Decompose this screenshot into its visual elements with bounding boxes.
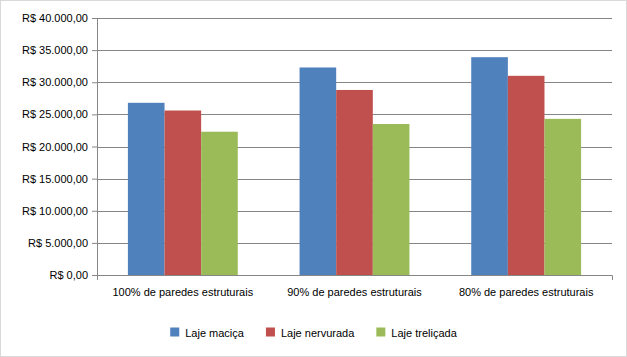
y-tick-mark — [92, 82, 97, 83]
x-tick-label: 100% de paredes estruturais — [113, 286, 254, 298]
y-tick: R$ 5.000,00 — [28, 237, 97, 249]
y-tick-label: R$ 5.000,00 — [28, 237, 88, 249]
y-tick-label: R$ 10.000,00 — [22, 205, 88, 217]
bar — [508, 76, 545, 275]
y-tick-mark — [92, 211, 97, 212]
y-tick-mark — [92, 179, 97, 180]
y-tick: R$ 0,00 — [49, 269, 97, 281]
y-tick: R$ 25.000,00 — [22, 108, 97, 120]
y-tick-label: R$ 35.000,00 — [22, 44, 88, 56]
legend-item: Laje maciça — [170, 327, 245, 339]
grid — [97, 19, 612, 276]
plot: R$ 0,00 R$ 5.000,00 R$ 10.000,00 R$ 15.000,… — [22, 12, 613, 298]
legend-swatch — [376, 328, 385, 337]
x-tick-label: 90% de paredes estruturais — [287, 286, 422, 298]
grid-line — [97, 50, 612, 51]
chart-frame — [1, 1, 627, 357]
y-tick-mark — [92, 50, 97, 51]
y-tick-label: R$ 30.000,00 — [22, 76, 88, 88]
x-tick: 100% de paredes estruturais — [113, 275, 254, 298]
y-axis: R$ 0,00 R$ 5.000,00 R$ 10.000,00 R$ 15.000,… — [22, 12, 98, 281]
grid-line — [97, 18, 612, 19]
y-tick-label: R$ 0,00 — [49, 269, 88, 281]
y-tick-mark — [92, 275, 97, 276]
bar — [201, 132, 238, 275]
x-tick: 90% de paredes estruturais — [287, 275, 422, 298]
bars — [128, 57, 581, 275]
x-tick: 80% de paredes estruturais — [459, 275, 594, 298]
bar — [471, 57, 508, 275]
y-tick-mark — [92, 114, 97, 115]
legend-label: Laje treliçada — [391, 327, 457, 339]
legend-item: Laje nervurada — [266, 327, 355, 339]
y-tick: R$ 35.000,00 — [22, 44, 97, 56]
y-tick-label: R$ 40.000,00 — [22, 12, 88, 24]
x-axis: 100% de paredes estruturais 90% de parede… — [98, 275, 613, 298]
y-tick-mark — [92, 243, 97, 244]
y-tick: R$ 10.000,00 — [22, 205, 97, 217]
y-tick-label: R$ 20.000,00 — [22, 141, 88, 153]
bar — [544, 119, 581, 275]
y-axis-line — [92, 19, 98, 276]
y-tick-mark — [92, 18, 97, 19]
y-tick-label: R$ 15.000,00 — [22, 173, 88, 185]
y-tick: R$ 20.000,00 — [22, 141, 97, 153]
legend-swatch — [266, 328, 275, 337]
bar — [165, 111, 202, 275]
chart: R$ 0,00 R$ 5.000,00 R$ 10.000,00 R$ 15.000,… — [0, 0, 627, 357]
y-tick: R$ 30.000,00 — [22, 76, 97, 88]
legend-label: Laje nervurada — [281, 327, 355, 339]
y-tick-mark — [92, 147, 97, 148]
x-tick-label: 80% de paredes estruturais — [459, 286, 594, 298]
y-tick: R$ 15.000,00 — [22, 173, 97, 185]
bar — [300, 67, 337, 275]
bar — [373, 124, 410, 275]
legend: Laje maciça Laje nervurada Laje treliçada — [170, 327, 457, 339]
legend-swatch — [170, 328, 179, 337]
y-tick-label: R$ 25.000,00 — [22, 108, 88, 120]
bar — [128, 103, 165, 275]
legend-item: Laje treliçada — [376, 327, 457, 339]
bar — [336, 90, 373, 275]
legend-label: Laje maciça — [185, 327, 245, 339]
y-tick: R$ 40.000,00 — [22, 12, 97, 24]
x-axis-line — [98, 276, 613, 281]
